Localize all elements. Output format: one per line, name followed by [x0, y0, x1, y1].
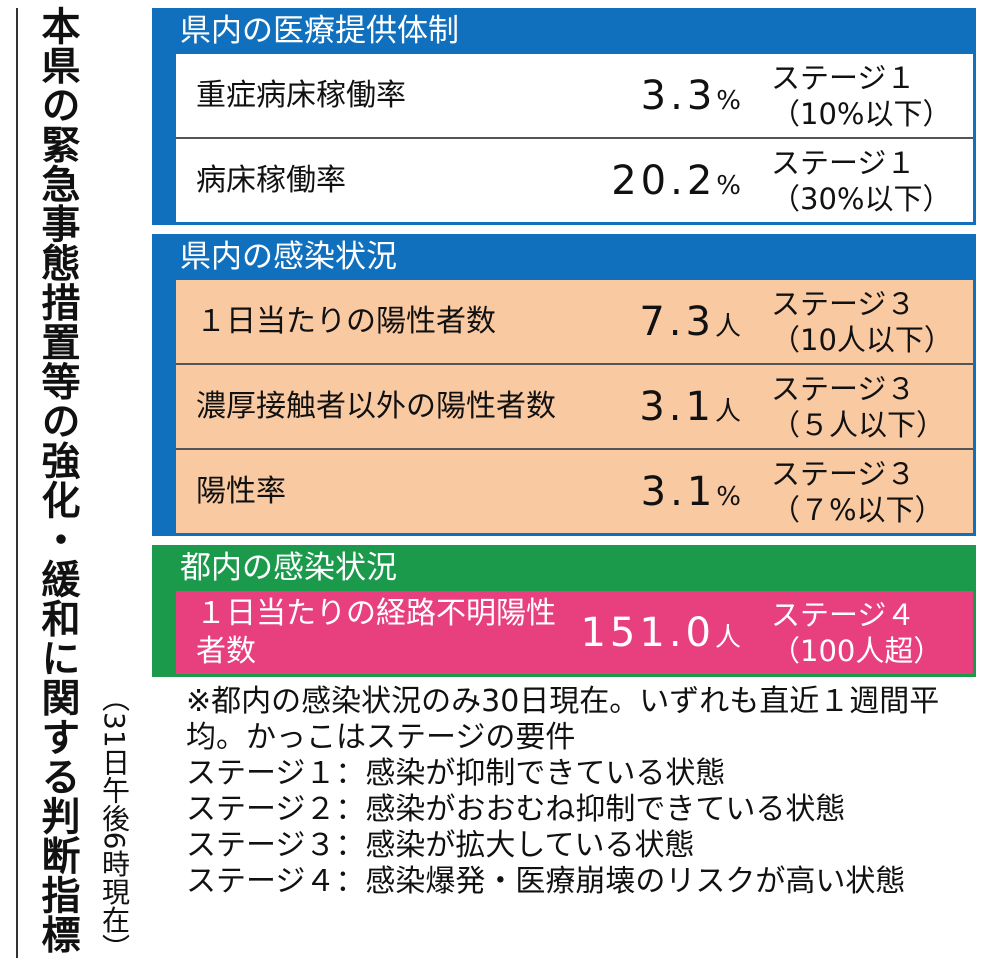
stage-name: ステージ４ — [771, 597, 916, 632]
section-heading: 都内の感染状況 — [152, 545, 973, 591]
value-unit: % — [716, 170, 741, 201]
stage-name: ステージ３ — [771, 456, 916, 491]
value-number: 3.3 — [640, 72, 717, 119]
definitions: ステージ１：感染が抑制できている状態 ステージ２：感染がおおむね抑制できている状態… — [186, 756, 976, 900]
row: 病床稼働率 20.2% ステージ１ （30%以下） — [176, 137, 973, 222]
definition-separator: ： — [335, 792, 366, 827]
definition-text: 感染爆発・医療崩壊のリスクが高い状態 — [365, 864, 906, 899]
section: 県内の医療提供体制 重症病床稼働率 3.3% ステージ１ （10%以下） 病床稼働率 20.… — [152, 8, 976, 225]
stage-name: ステージ１ — [771, 60, 916, 95]
value-unit: 人 — [714, 622, 741, 653]
title: 本県の緊急事態措置等の強化・緩和に関する判断指標 — [35, 6, 80, 954]
section: 県内の感染状況 １日当たりの陽性者数 7.3人 ステージ３ （10人以下） 濃厚接触者以外… — [152, 234, 976, 536]
stage-criterion: （10%以下） — [771, 96, 952, 131]
value: 151.0人 — [566, 610, 741, 656]
definition-term: ステージ１ — [186, 756, 336, 791]
row: 重症病床稼働率 3.3% ステージ１ （10%以下） — [176, 54, 973, 137]
stage: ステージ１ （30%以下） — [741, 145, 973, 217]
section-heading: 県内の感染状況 — [152, 234, 973, 280]
row: 濃厚接触者以外の陽性者数 3.1人 ステージ３ （５人以下） — [176, 363, 973, 448]
value-unit: % — [716, 85, 741, 116]
value: 20.2% — [566, 158, 741, 204]
value-number: 3.1 — [639, 383, 715, 430]
definition-term: ステージ２ — [186, 792, 336, 827]
stage: ステージ３ （５人以下） — [741, 371, 973, 443]
value: 3.1% — [566, 469, 741, 515]
row: 陽性率 3.1% ステージ３ （７%以下） — [176, 448, 973, 533]
stage-criterion: （100人超） — [771, 633, 943, 668]
value-unit: 人 — [714, 311, 741, 342]
notes-intro: ※都内の感染状況のみ30日現在。いずれも直近１週間平均。かっこはステージの要件 — [186, 684, 940, 755]
stage: ステージ４ （100人超） — [741, 597, 973, 669]
panel: 県内の医療提供体制 重症病床稼働率 3.3% ステージ１ （10%以下） 病床稼働率 20.… — [152, 8, 976, 686]
value-number: 3.1 — [640, 468, 717, 515]
notes: ※都内の感染状況のみ30日現在。いずれも直近１週間平均。かっこはステージの要件 … — [186, 684, 976, 900]
label: 病床稼働率 — [196, 162, 346, 198]
label: 濃厚接触者以外の陽性者数 — [196, 388, 556, 424]
rule — [16, 8, 18, 958]
value: 7.3人 — [566, 299, 741, 345]
value-unit: 人 — [714, 396, 741, 427]
stage-name: ステージ３ — [771, 286, 916, 321]
value-number: 7.3 — [639, 298, 715, 345]
stage-name: ステージ３ — [771, 371, 916, 406]
value: 3.3% — [566, 73, 741, 119]
value: 3.1人 — [566, 384, 741, 430]
stage-criterion: （７%以下） — [771, 492, 944, 527]
label: １日当たりの経路不明陽性者数 — [196, 595, 556, 669]
stage-criterion: （５人以下） — [771, 407, 946, 442]
stage-criterion: （30%以下） — [771, 181, 952, 216]
definition-text: 感染がおおむね抑制できている状態 — [365, 792, 846, 827]
label: １日当たりの陽性者数 — [196, 303, 496, 339]
definition-text: 感染が拡大している状態 — [365, 828, 695, 863]
section-heading: 県内の医療提供体制 — [152, 8, 973, 54]
definition-term: ステージ３ — [186, 828, 336, 863]
definition-text: 感染が抑制できている状態 — [365, 756, 726, 791]
stage: ステージ１ （10%以下） — [741, 60, 973, 132]
value-number: 151.0 — [580, 609, 715, 656]
timestamp: （31日午後6時現在） — [98, 684, 131, 962]
definition-separator: ： — [335, 828, 366, 863]
definition-term: ステージ４ — [186, 864, 336, 899]
label: 重症病床稼働率 — [196, 77, 406, 113]
value-number: 20.2 — [611, 157, 717, 204]
definition-separator: ： — [335, 756, 366, 791]
section: 都内の感染状況 １日当たりの経路不明陽性者数 151.0人 ステージ４ （100人超） — [152, 545, 976, 677]
value-unit: % — [716, 481, 741, 512]
stage: ステージ３ （10人以下） — [741, 286, 973, 358]
stage-name: ステージ１ — [771, 145, 916, 180]
stage-criterion: （10人以下） — [771, 322, 953, 357]
row: １日当たりの経路不明陽性者数 151.0人 ステージ４ （100人超） — [176, 591, 973, 674]
row: １日当たりの陽性者数 7.3人 ステージ３ （10人以下） — [176, 280, 973, 363]
label: 陽性率 — [196, 473, 286, 509]
stage: ステージ３ （７%以下） — [741, 456, 973, 528]
definition-separator: ： — [335, 864, 366, 899]
